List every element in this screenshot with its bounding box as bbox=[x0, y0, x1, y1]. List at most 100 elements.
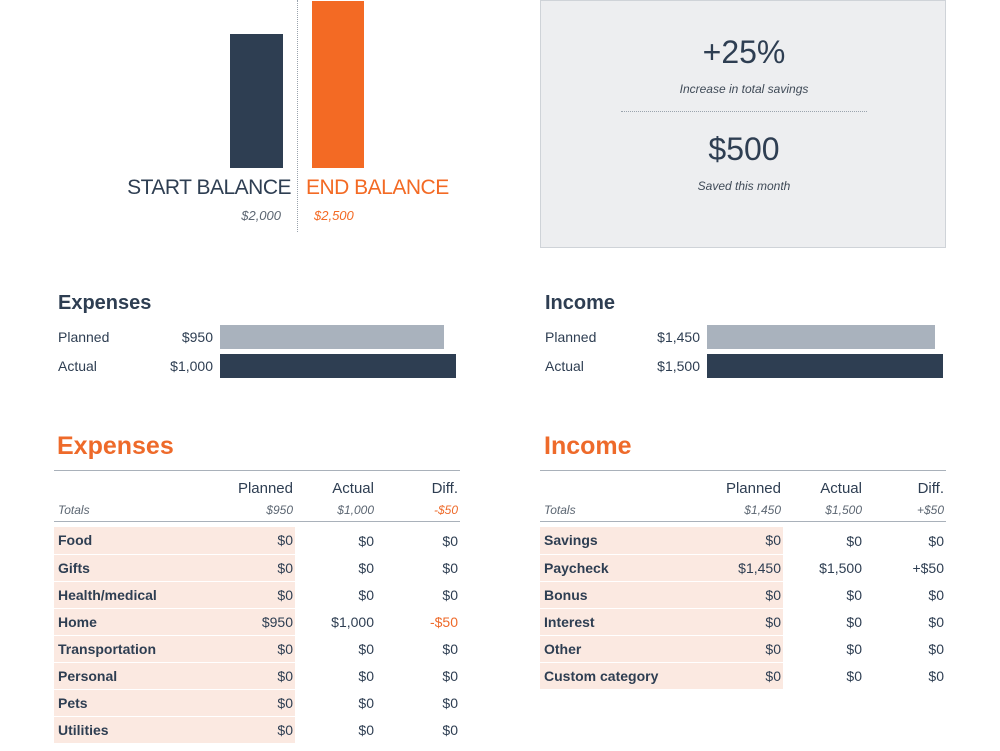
income-table: Planned Actual Diff. Totals $1,450 $1,50… bbox=[540, 470, 946, 690]
income-category[interactable]: Interest bbox=[540, 608, 702, 636]
income-header-diff: Diff. bbox=[864, 470, 946, 499]
expenses-totals-label: Totals bbox=[54, 499, 214, 522]
expense-category[interactable]: Utilities bbox=[54, 716, 214, 744]
table-row: Paycheck $1,450 $1,500 +$50 bbox=[540, 554, 946, 582]
expense-planned-cell[interactable]: $0 bbox=[214, 662, 295, 690]
table-row: Savings $0 $0 $0 bbox=[540, 527, 946, 555]
expense-actual-cell: $1,000 bbox=[331, 613, 374, 630]
expense-category[interactable]: Health/medical bbox=[54, 581, 214, 609]
income-totals-planned: $1,450 bbox=[702, 499, 783, 522]
table-row: Other $0 $0 $0 bbox=[540, 635, 946, 663]
expense-planned-cell[interactable]: $0 bbox=[214, 689, 295, 717]
expense-category[interactable]: Gifts bbox=[54, 554, 214, 582]
income-diff-cell: $0 bbox=[928, 586, 944, 603]
expense-diff-cell: $0 bbox=[442, 721, 458, 738]
income-planned-cell[interactable]: $0 bbox=[702, 662, 783, 690]
expenses-header-category bbox=[54, 470, 214, 499]
saved-month-caption: Saved this month bbox=[697, 179, 791, 193]
income-planned-cell[interactable]: $0 bbox=[702, 527, 783, 555]
expenses-table-title: Expenses bbox=[57, 432, 174, 460]
table-row: Interest $0 $0 $0 bbox=[540, 608, 946, 636]
start-balance-bar bbox=[230, 34, 283, 168]
income-actual-cell: $0 bbox=[846, 640, 862, 657]
income-category[interactable]: Bonus bbox=[540, 581, 702, 609]
table-row: Gifts $0 $0 $0 bbox=[54, 554, 460, 582]
income-planned-cell[interactable]: $0 bbox=[702, 581, 783, 609]
income-actual-cell: $0 bbox=[846, 586, 862, 603]
income-category[interactable]: Custom category bbox=[540, 662, 702, 690]
income-actual-cell: $1,500 bbox=[819, 559, 862, 576]
income-totals-row: Totals $1,450 $1,500 +$50 bbox=[540, 499, 946, 522]
income-actual-cell: $0 bbox=[846, 667, 862, 684]
expense-planned-cell[interactable]: $0 bbox=[214, 581, 295, 609]
expense-diff-cell: $0 bbox=[442, 559, 458, 576]
end-balance-label: END BALANCE bbox=[306, 176, 449, 199]
income-planned-cell[interactable]: $0 bbox=[702, 608, 783, 636]
income-totals-label: Totals bbox=[540, 499, 702, 522]
expense-diff-cell: -$50 bbox=[429, 613, 458, 630]
expense-planned-cell[interactable]: $0 bbox=[214, 635, 295, 663]
end-balance-bar bbox=[312, 1, 364, 168]
income-actual-label: Actual bbox=[545, 358, 584, 374]
income-planned-cell[interactable]: $1,450 bbox=[702, 554, 783, 582]
income-planned-label: Planned bbox=[545, 329, 597, 345]
income-actual-amount: $1,500 bbox=[657, 358, 700, 374]
saved-month-value: $500 bbox=[708, 131, 780, 167]
income-planned-bar bbox=[707, 325, 935, 349]
expenses-actual-amount: $1,000 bbox=[170, 358, 213, 374]
income-diff-cell: $0 bbox=[928, 532, 944, 549]
table-row: Custom category $0 $0 $0 bbox=[540, 662, 946, 690]
expenses-header-planned: Planned bbox=[214, 470, 295, 499]
income-summary-title: Income bbox=[545, 292, 616, 314]
expenses-header-diff: Diff. bbox=[376, 470, 460, 499]
income-table-header: Planned Actual Diff. bbox=[540, 470, 946, 499]
table-row: Transportation $0 $0 $0 bbox=[54, 635, 460, 663]
income-header-actual: Actual bbox=[783, 470, 864, 499]
expenses-table: Planned Actual Diff. Totals $950 $1,000 … bbox=[54, 470, 460, 744]
expense-planned-cell[interactable]: $950 bbox=[214, 608, 295, 636]
income-diff-cell: $0 bbox=[928, 667, 944, 684]
expense-category[interactable]: Transportation bbox=[54, 635, 214, 663]
expense-actual-cell: $0 bbox=[358, 667, 374, 684]
start-balance-amount: $2,000 bbox=[241, 208, 281, 223]
expense-planned-cell[interactable]: $0 bbox=[214, 716, 295, 744]
expense-actual-cell: $0 bbox=[358, 694, 374, 711]
expense-actual-cell: $0 bbox=[358, 640, 374, 657]
income-totals-diff: +$50 bbox=[864, 499, 946, 522]
income-diff-cell: $0 bbox=[928, 613, 944, 630]
balance-divider bbox=[297, 0, 298, 232]
expense-planned-cell[interactable]: $0 bbox=[214, 554, 295, 582]
expenses-totals-planned: $950 bbox=[214, 499, 295, 522]
income-category[interactable]: Savings bbox=[540, 527, 702, 555]
income-diff-cell: +$50 bbox=[912, 559, 944, 576]
expense-diff-cell: $0 bbox=[442, 640, 458, 657]
savings-divider bbox=[621, 111, 867, 112]
expense-category[interactable]: Home bbox=[54, 608, 214, 636]
table-row: Home $950 $1,000 -$50 bbox=[54, 608, 460, 636]
expense-planned-cell[interactable]: $0 bbox=[214, 527, 295, 555]
expense-category[interactable]: Pets bbox=[54, 689, 214, 717]
expenses-planned-bar bbox=[220, 325, 444, 349]
expense-category[interactable]: Food bbox=[54, 527, 214, 555]
table-row: Food $0 $0 $0 bbox=[54, 527, 460, 555]
table-row: Personal $0 $0 $0 bbox=[54, 662, 460, 690]
income-table-title: Income bbox=[544, 432, 632, 460]
income-category[interactable]: Other bbox=[540, 635, 702, 663]
income-category[interactable]: Paycheck bbox=[540, 554, 702, 582]
expense-actual-cell: $0 bbox=[358, 559, 374, 576]
expense-category[interactable]: Personal bbox=[54, 662, 214, 690]
expenses-actual-bar bbox=[220, 354, 456, 378]
expenses-actual-label: Actual bbox=[58, 358, 97, 374]
expenses-planned-amount: $950 bbox=[181, 329, 213, 345]
income-totals-actual: $1,500 bbox=[783, 499, 864, 522]
income-planned-cell[interactable]: $0 bbox=[702, 635, 783, 663]
expenses-totals-diff: -$50 bbox=[376, 499, 460, 522]
table-row: Utilities $0 $0 $0 bbox=[54, 716, 460, 744]
expenses-totals-row: Totals $950 $1,000 -$50 bbox=[54, 499, 460, 522]
expenses-table-header: Planned Actual Diff. bbox=[54, 470, 460, 499]
expense-diff-cell: $0 bbox=[442, 532, 458, 549]
expenses-summary-title: Expenses bbox=[58, 292, 152, 314]
expenses-totals-actual: $1,000 bbox=[295, 499, 376, 522]
savings-increase-value: +25% bbox=[702, 34, 786, 70]
expense-diff-cell: $0 bbox=[442, 694, 458, 711]
